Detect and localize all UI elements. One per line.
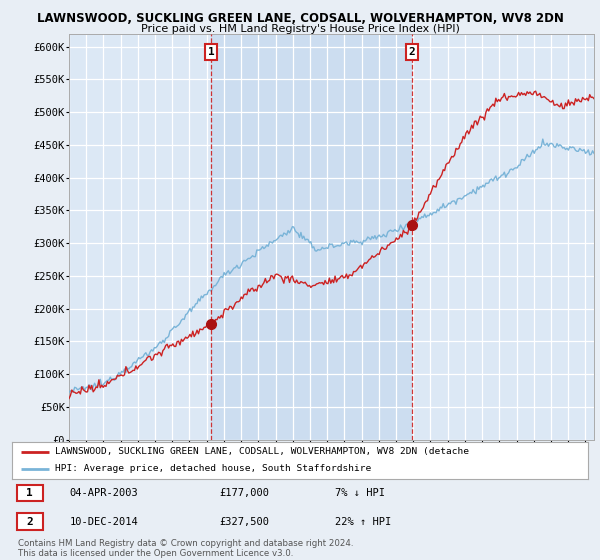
FancyBboxPatch shape <box>17 484 43 501</box>
Text: 22% ↑ HPI: 22% ↑ HPI <box>335 517 391 527</box>
Text: £177,000: £177,000 <box>220 488 269 498</box>
Text: Price paid vs. HM Land Registry's House Price Index (HPI): Price paid vs. HM Land Registry's House … <box>140 24 460 34</box>
Bar <box>211 34 412 440</box>
Text: 1: 1 <box>208 47 214 57</box>
Text: 10-DEC-2014: 10-DEC-2014 <box>70 517 139 527</box>
Text: 2: 2 <box>26 517 33 527</box>
Text: HPI: Average price, detached house, South Staffordshire: HPI: Average price, detached house, Sout… <box>55 464 371 473</box>
Text: LAWNSWOOD, SUCKLING GREEN LANE, CODSALL, WOLVERHAMPTON, WV8 2DN (detache: LAWNSWOOD, SUCKLING GREEN LANE, CODSALL,… <box>55 447 469 456</box>
Text: 2: 2 <box>409 47 416 57</box>
Text: 7% ↓ HPI: 7% ↓ HPI <box>335 488 385 498</box>
FancyBboxPatch shape <box>17 514 43 530</box>
Text: LAWNSWOOD, SUCKLING GREEN LANE, CODSALL, WOLVERHAMPTON, WV8 2DN: LAWNSWOOD, SUCKLING GREEN LANE, CODSALL,… <box>37 12 563 25</box>
Text: Contains HM Land Registry data © Crown copyright and database right 2024.
This d: Contains HM Land Registry data © Crown c… <box>18 539 353 558</box>
Text: 04-APR-2003: 04-APR-2003 <box>70 488 139 498</box>
Text: £327,500: £327,500 <box>220 517 269 527</box>
Text: 1: 1 <box>26 488 33 498</box>
